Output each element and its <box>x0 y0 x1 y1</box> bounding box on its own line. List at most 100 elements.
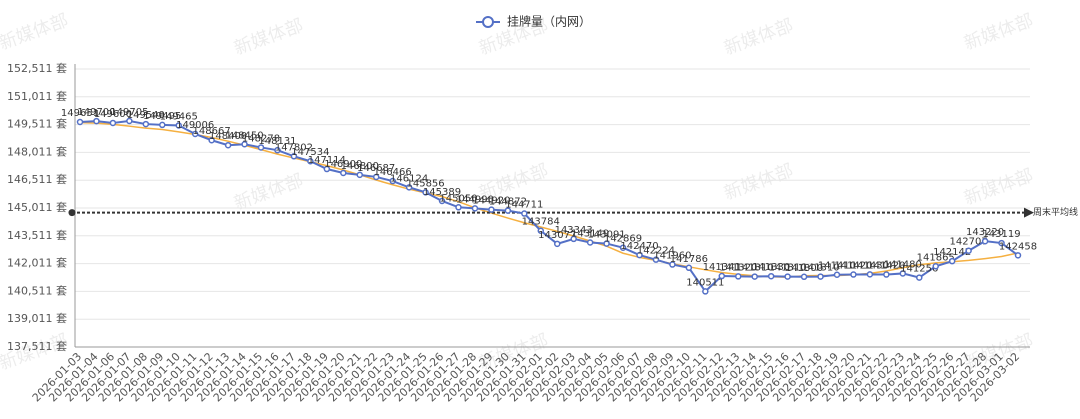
data-point <box>998 239 1005 247</box>
data-label: 141341 <box>703 262 741 273</box>
legend-marker <box>482 16 494 28</box>
data-label: 141420 <box>867 261 905 272</box>
data-point <box>175 122 182 129</box>
data-label: 141786 <box>670 254 708 265</box>
data-point <box>800 273 808 281</box>
average-line-start <box>68 209 76 217</box>
data-point <box>521 210 528 217</box>
data-point <box>603 240 610 247</box>
data-label: 147802 <box>275 142 313 153</box>
y-tick-label: 151,011 套 <box>7 90 67 103</box>
data-point <box>916 274 923 281</box>
data-point <box>553 240 561 248</box>
data-label: 146124 <box>390 173 428 184</box>
watermark: 新媒体部 <box>721 160 796 204</box>
data-label: 141300 <box>785 263 823 274</box>
data-label: 149705 <box>110 107 148 118</box>
data-point <box>340 169 347 177</box>
data-label: 149600 <box>94 109 132 120</box>
data-label: 142142 <box>933 247 971 258</box>
data-label: 141310 <box>736 263 774 274</box>
data-label: 147114 <box>308 155 346 166</box>
legend-label: 挂牌量（内网） <box>507 15 591 29</box>
data-label: 143149 <box>571 229 609 240</box>
data-point <box>619 244 627 251</box>
data-point <box>241 141 248 148</box>
legend[interactable]: 挂牌量（内网） <box>476 15 591 29</box>
data-point <box>159 121 166 129</box>
data-label: 149540 <box>127 110 165 121</box>
data-point <box>932 263 939 270</box>
average-line-arrow <box>1024 207 1034 218</box>
data-label: 141310 <box>801 263 839 274</box>
data-point <box>389 177 396 185</box>
data-point <box>109 119 117 127</box>
data-point <box>93 117 100 125</box>
data-label: 144920 <box>472 196 510 207</box>
data-point <box>537 227 545 234</box>
data-point <box>948 257 956 265</box>
y-tick-label: 148,011 套 <box>7 145 67 158</box>
data-label: 141430 <box>851 260 889 271</box>
data-point <box>257 144 265 151</box>
y-tick-label: 137,511 套 <box>7 340 67 353</box>
data-point <box>866 271 874 278</box>
data-label: 144990 <box>456 194 494 205</box>
data-point <box>652 256 660 263</box>
data-point <box>883 271 890 278</box>
data-point <box>702 288 709 295</box>
data-label: 143091 <box>588 230 626 241</box>
data-point <box>126 117 133 125</box>
data-label: 145856 <box>406 178 444 189</box>
data-point <box>570 235 577 243</box>
data-label: 141410 <box>818 261 856 272</box>
data-point <box>734 273 742 280</box>
data-label: 144872 <box>489 197 527 208</box>
data-point <box>422 189 429 196</box>
watermark: 新媒体部 <box>231 15 306 59</box>
data-label: 145050 <box>439 193 477 204</box>
watermark: 新媒体部 <box>0 10 71 54</box>
data-label: 141330 <box>752 262 790 273</box>
y-tick-label: 146,511 套 <box>7 173 67 186</box>
data-point <box>488 206 495 213</box>
data-label: 141310 <box>769 263 807 274</box>
data-label: 143119 <box>982 229 1020 240</box>
average-line-label: 周末平均线 <box>1033 206 1078 218</box>
data-point <box>685 264 693 272</box>
data-label: 142707 <box>950 237 988 248</box>
data-label: 143077 <box>538 230 576 241</box>
data-label: 142869 <box>604 234 642 245</box>
data-point <box>471 205 479 212</box>
data-label: 149465 <box>160 111 198 122</box>
data-point <box>751 273 758 280</box>
watermark: 新媒体部 <box>721 15 796 59</box>
data-label: 148278 <box>242 133 280 144</box>
series-line <box>79 119 1019 293</box>
data-label: 148400 <box>209 131 247 142</box>
data-point <box>784 273 791 280</box>
data-label: 146900 <box>324 159 362 170</box>
data-point <box>191 130 199 138</box>
data-point <box>1014 252 1022 259</box>
data-point <box>405 184 413 191</box>
data-point <box>290 153 298 160</box>
y-tick-label: 143,511 套 <box>7 229 67 242</box>
data-label: 145389 <box>423 187 461 198</box>
data-label: 146687 <box>357 163 395 174</box>
data-label: 141865 <box>917 252 955 263</box>
data-point <box>981 237 989 245</box>
trend-line <box>79 121 1019 279</box>
data-point <box>372 173 380 181</box>
data-label: 149006 <box>176 120 214 131</box>
y-tick-label: 152,511 套 <box>7 62 67 75</box>
data-point <box>455 204 462 211</box>
data-point <box>899 270 907 277</box>
data-label: 141960 <box>653 251 691 262</box>
data-point <box>307 157 314 165</box>
data-label: 143784 <box>522 217 560 228</box>
data-point <box>586 239 594 246</box>
data-label: 141256 <box>900 264 938 275</box>
y-tick-label: 145,011 套 <box>7 201 67 214</box>
